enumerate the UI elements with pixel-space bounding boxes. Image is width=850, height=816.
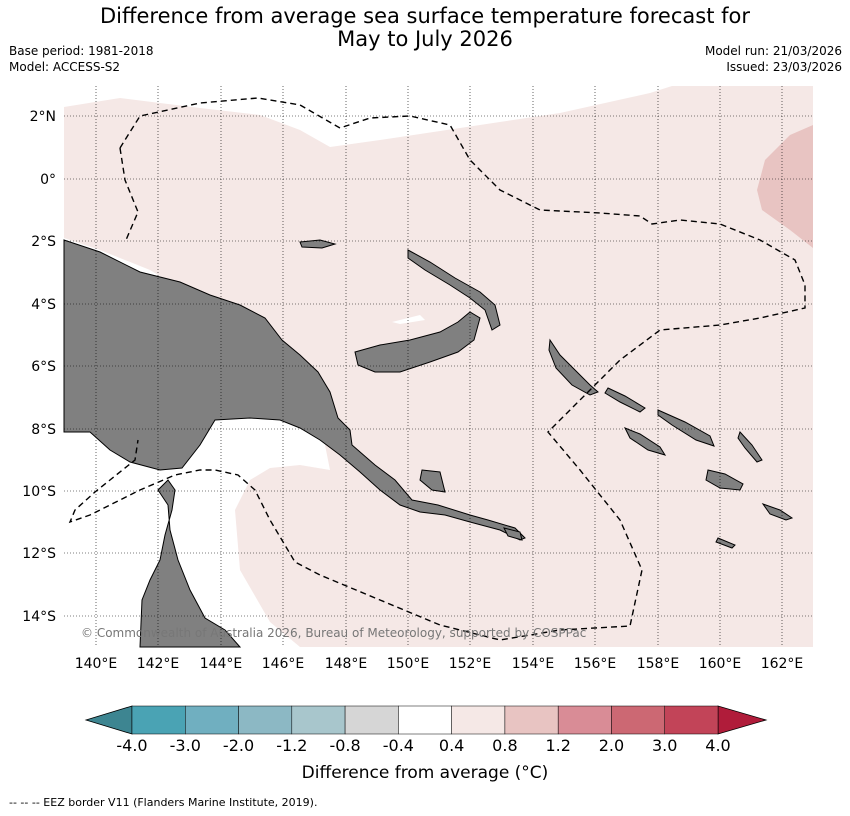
colorbar-tick-label: -4.0 — [116, 736, 147, 755]
lon-label: 162°E — [761, 656, 804, 672]
lon-label: 140°E — [75, 656, 118, 672]
title-line-1: Difference from average sea surface temp… — [100, 4, 750, 28]
colorbar-tick-label: -2.0 — [223, 736, 254, 755]
anomaly-area-0.8-1.2 — [757, 125, 813, 248]
lon-label: 150°E — [387, 656, 430, 672]
land-guadalcanal — [705, 469, 744, 491]
base-period: Base period: 1981-2018 — [9, 44, 154, 58]
graticule — [64, 86, 813, 647]
model-name: Model: ACCESS-S2 — [9, 60, 121, 74]
colorbar-tick-label: -1.2 — [276, 736, 307, 755]
colorbar-segment — [504, 705, 559, 735]
colorbar-segment — [451, 705, 506, 735]
colorbar-title: Difference from average (°C) — [301, 763, 549, 783]
land-bougainville — [548, 338, 599, 396]
lat-label: 12°S — [22, 546, 56, 562]
land-dentrecasteaux — [419, 469, 446, 493]
land-masses — [63, 239, 794, 648]
land-manus — [299, 239, 337, 249]
anomaly-area-0.4-0.8 — [64, 86, 813, 647]
lon-label: 156°E — [574, 656, 617, 672]
lon-label: 142°E — [137, 656, 180, 672]
colorbar-segment — [131, 705, 186, 735]
colorbar-segment — [185, 705, 239, 735]
lon-label: 160°E — [699, 656, 742, 672]
colorbar-tick-label: 0.4 — [439, 736, 464, 755]
colorbar: -4.0 -3.0 -2.0 -1.2 -0.8 -0.4 0.4 0.8 1.2 2.0 3.0 4… — [84, 705, 768, 755]
colorbar-segment — [664, 705, 719, 735]
lat-label: 4°S — [31, 297, 56, 313]
land-new-britain — [354, 311, 481, 373]
lon-labels: 140°E 142°E 144°E 146°E 148°E 150°E 152°… — [75, 656, 804, 672]
eez-legend: -- -- -- EEZ border V11 (Flanders Marine… — [9, 796, 318, 809]
land-new-ireland — [407, 249, 501, 331]
land-rennell — [715, 537, 736, 549]
copyright-notice: © Commonwealth of Australia 2026, Bureau… — [81, 626, 586, 640]
colorbar-under-arrow — [84, 705, 133, 735]
colorbar-tick-label: 2.0 — [599, 736, 624, 755]
land-choiseul — [604, 387, 646, 413]
model-run: Model run: 21/03/2026 — [704, 44, 842, 58]
lon-label: 158°E — [637, 656, 680, 672]
land-new-guinea — [63, 239, 526, 541]
lat-label: 10°S — [22, 484, 56, 500]
eez-border-west — [119, 147, 139, 241]
issued-date: Issued: 23/03/2026 — [726, 60, 842, 74]
lon-label: 154°E — [512, 656, 555, 672]
land-new-georgia — [623, 427, 667, 456]
colorbar-tick-label: 1.2 — [545, 736, 570, 755]
colorbar-segment — [398, 705, 452, 735]
colorbar-tick-label: 0.8 — [492, 736, 517, 755]
lat-label: 14°S — [22, 609, 56, 625]
colorbar-over-arrow — [717, 705, 768, 735]
lon-label: 146°E — [262, 656, 305, 672]
lat-label: 6°S — [31, 359, 56, 375]
land-makira — [761, 503, 794, 521]
land-cape-york — [139, 479, 242, 648]
lat-label: 8°S — [31, 422, 56, 438]
colorbar-tick-label: 3.0 — [652, 736, 677, 755]
meta-right: Model run: 21/03/2026 Issued: 23/03/2026 — [705, 43, 842, 75]
lat-labels: 2°N 0° 2°S 4°S 6°S 8°S 10°S 12°S 14°S — [22, 109, 56, 625]
lat-label: 2°S — [31, 234, 56, 250]
colorbar-segment — [291, 705, 346, 735]
lat-label: 0° — [40, 172, 56, 188]
colorbar-tick-label: 4.0 — [705, 736, 730, 755]
colorbar-tick-label: -0.4 — [383, 736, 414, 755]
colorbar-segment — [344, 705, 399, 735]
lon-label: 152°E — [449, 656, 492, 672]
anomaly-gap — [392, 315, 425, 324]
title-line-2: May to July 2026 — [337, 27, 513, 51]
land-malaita — [737, 431, 763, 463]
land-louisiade — [503, 527, 523, 541]
colorbar-segment — [238, 705, 293, 735]
colorbar-segment — [611, 705, 665, 735]
colorbar-tick-label: -3.0 — [170, 736, 201, 755]
lon-label: 148°E — [325, 656, 368, 672]
colorbar-segment — [557, 705, 612, 735]
land-santa-isabel — [657, 409, 715, 447]
lat-label: 2°N — [30, 109, 56, 125]
meta-left: Base period: 1981-2018 Model: ACCESS-S2 — [9, 43, 154, 75]
colorbar-tick-label: -0.8 — [329, 736, 360, 755]
lon-label: 144°E — [200, 656, 243, 672]
